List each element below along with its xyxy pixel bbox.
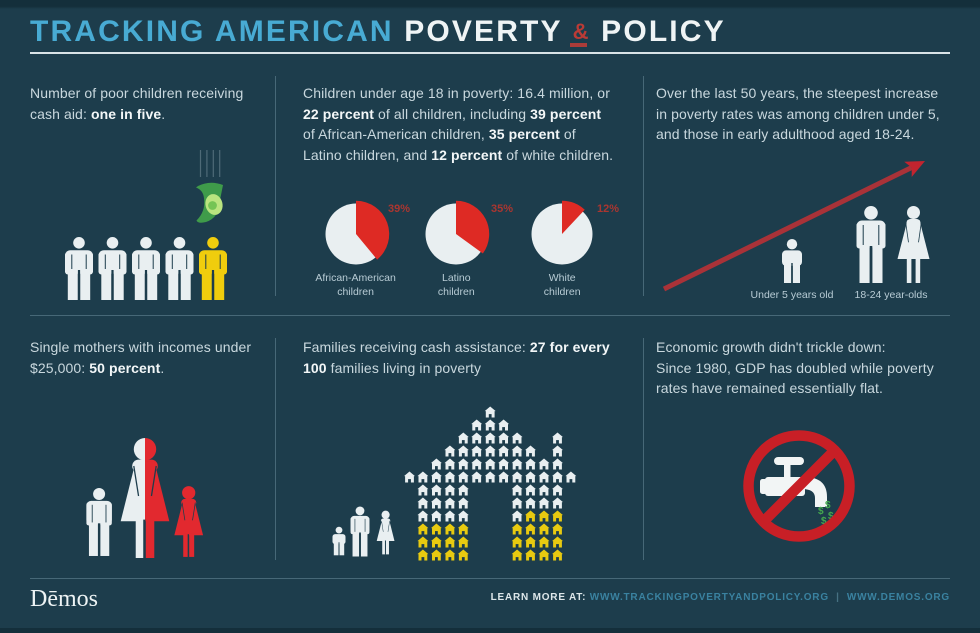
svg-text:$: $ xyxy=(828,511,834,522)
svg-text:$: $ xyxy=(825,500,831,511)
svg-text:$: $ xyxy=(818,506,824,517)
svg-text:$: $ xyxy=(821,516,827,527)
